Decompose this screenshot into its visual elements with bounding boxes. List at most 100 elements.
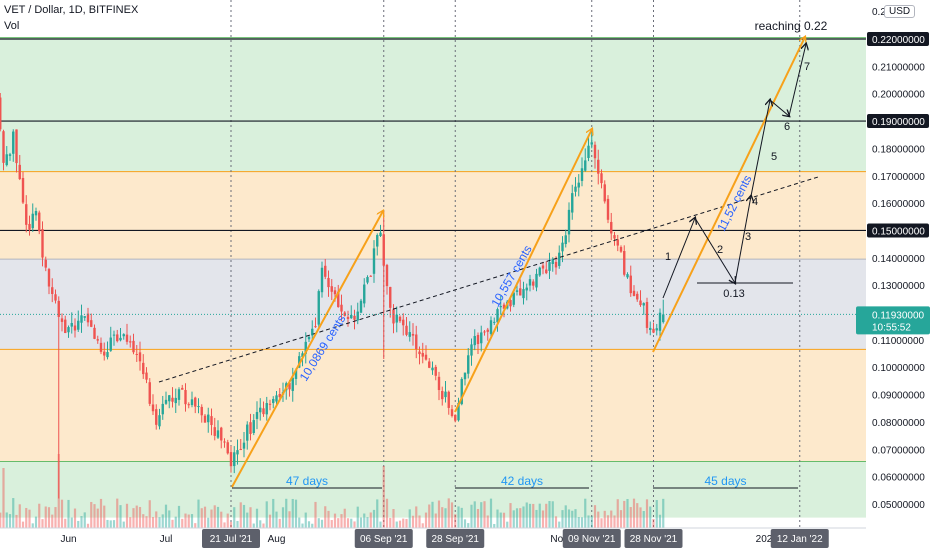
candle-body-170 xyxy=(548,262,551,271)
price-tick-16: 0.21000000 xyxy=(872,62,925,73)
volume-bar-187 xyxy=(603,510,606,528)
candle-body-98 xyxy=(314,326,317,328)
price-tick-5: 0.10000000 xyxy=(872,363,925,374)
candle-body-108 xyxy=(346,316,350,319)
candle-body-61 xyxy=(194,397,197,407)
volume-bar-195 xyxy=(629,507,632,528)
volume-bar-197 xyxy=(636,503,639,528)
volume-bar-80 xyxy=(255,508,259,528)
volume-bar-41 xyxy=(129,517,132,528)
marked-level-text-2: 0.15000000 xyxy=(872,226,925,237)
candle-body-188 xyxy=(606,198,610,220)
wave-number-3: 3 xyxy=(745,231,751,243)
volume-bars xyxy=(0,454,665,528)
candle-body-156 xyxy=(502,304,506,309)
volume-bar-140 xyxy=(450,502,454,528)
candle-body-80 xyxy=(255,412,259,419)
candle-body-179 xyxy=(577,182,580,188)
date-badge-text-1: 06 Sep '21 xyxy=(360,534,408,545)
volume-bar-97 xyxy=(311,523,314,528)
current-price-countdown: 10:55:52 xyxy=(872,322,911,333)
volume-bar-7 xyxy=(18,504,21,528)
candle-body-94 xyxy=(301,353,304,357)
day-count-2-text: 42 days xyxy=(501,474,543,488)
volume-bar-31 xyxy=(96,508,99,528)
volume-bar-29 xyxy=(90,501,93,528)
candle-body-92 xyxy=(294,369,298,379)
volume-bar-139 xyxy=(447,498,450,528)
price-tick-9: 0.14000000 xyxy=(872,254,925,265)
candle-body-33 xyxy=(103,351,106,356)
candle-body-65 xyxy=(207,414,210,423)
currency-badge[interactable]: USD xyxy=(884,5,916,18)
rally-arrow-1 xyxy=(231,211,383,488)
volume-bar-50 xyxy=(158,517,161,528)
candle-body-140 xyxy=(450,409,454,416)
volume-bar-204 xyxy=(658,514,662,528)
price-zone-2 xyxy=(0,37,866,172)
price-tick-12: 0.17000000 xyxy=(872,172,925,183)
candle-body-166 xyxy=(535,273,538,288)
candle-body-198 xyxy=(639,300,642,306)
candle-body-24 xyxy=(73,325,77,331)
candle-body-67 xyxy=(213,427,216,436)
price-zone-0 xyxy=(0,259,866,350)
candle-body-46 xyxy=(145,372,148,380)
symbol-title[interactable]: VET / Dollar, 1D, BITFINEX xyxy=(4,4,139,16)
volume-bar-166 xyxy=(535,509,538,528)
volume-bar-93 xyxy=(298,517,301,528)
candle-body-167 xyxy=(538,267,541,276)
volume-bar-74 xyxy=(236,520,239,528)
volume-bar-115 xyxy=(369,512,372,528)
candle-body-62 xyxy=(197,406,200,408)
candle-body-90 xyxy=(288,382,291,390)
volume-bar-48 xyxy=(151,516,155,528)
candle-body-42 xyxy=(132,340,135,353)
candle-body-55 xyxy=(174,397,177,404)
candle-body-50 xyxy=(158,415,161,427)
volume-bar-152 xyxy=(489,498,493,528)
volume-bar-127 xyxy=(408,509,411,528)
candle-body-173 xyxy=(558,252,561,266)
candle-body-82 xyxy=(262,408,265,415)
low-marker-text: 0.13 xyxy=(723,288,744,300)
candle-body-143 xyxy=(460,378,463,405)
volume-bar-34 xyxy=(106,519,109,528)
candle-body-205 xyxy=(662,314,665,323)
date-badge-4 xyxy=(624,529,683,548)
volume-bar-73 xyxy=(233,507,236,528)
candle-body-53 xyxy=(168,395,171,402)
candle-body-182 xyxy=(587,145,590,158)
candle-body-193 xyxy=(623,251,626,275)
candle-body-112 xyxy=(359,300,363,313)
volume-bar-156 xyxy=(502,512,506,528)
volume-indicator-label[interactable]: Vol xyxy=(4,20,20,32)
volume-bar-78 xyxy=(249,507,252,528)
candle-body-177 xyxy=(571,193,574,213)
volume-bar-119 xyxy=(382,466,385,528)
volume-bar-169 xyxy=(545,503,548,528)
time-label-1: Jul xyxy=(160,534,173,545)
volume-bar-205 xyxy=(662,498,665,528)
candle-body-161 xyxy=(519,288,522,296)
volume-bar-53 xyxy=(168,510,171,528)
volume-bar-108 xyxy=(346,518,350,528)
candle-body-110 xyxy=(353,315,356,320)
volume-bar-167 xyxy=(538,503,541,528)
volume-bar-26 xyxy=(80,516,83,528)
volume-bar-76 xyxy=(242,504,246,528)
volume-bar-110 xyxy=(353,521,356,528)
candle-body-187 xyxy=(603,184,606,202)
candle-body-200 xyxy=(645,301,649,328)
volume-bar-83 xyxy=(265,501,268,528)
candle-body-116 xyxy=(372,248,376,274)
volume-bar-9 xyxy=(25,507,28,528)
volume-bar-164 xyxy=(528,503,532,528)
volume-bar-72 xyxy=(229,521,233,528)
candle-body-159 xyxy=(512,292,515,305)
volume-bar-113 xyxy=(363,513,366,528)
volume-bar-49 xyxy=(155,511,158,528)
wave-number-5: 5 xyxy=(771,151,777,163)
volume-bar-81 xyxy=(259,520,262,528)
